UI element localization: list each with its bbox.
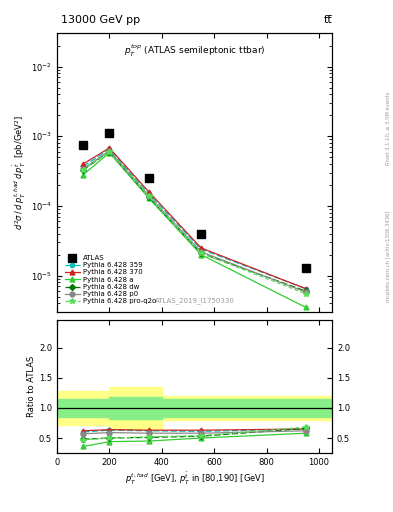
Pythia 6.428 370 (107, 145, 112, 151)
Line: Pythia 6.428 dw: Pythia 6.428 dw (81, 150, 308, 293)
Line: Pythia 6.428 359: Pythia 6.428 359 (81, 147, 308, 291)
Pythia 6.428 p0 (146, 193, 151, 199)
Text: tt̅: tt̅ (323, 14, 332, 25)
ATLAS (303, 265, 308, 271)
Pythia 6.428 pro-q2o (199, 250, 204, 257)
Pythia 6.428 359 (146, 190, 151, 197)
Pythia 6.428 pro-q2o (146, 193, 151, 199)
Pythia 6.428 dw (303, 288, 308, 294)
ATLAS (81, 142, 86, 148)
Text: 13000 GeV pp: 13000 GeV pp (61, 14, 140, 25)
Pythia 6.428 pro-q2o (303, 291, 308, 297)
Text: ATLAS_2019_I1750330: ATLAS_2019_I1750330 (154, 297, 235, 304)
Pythia 6.428 370 (303, 286, 308, 292)
Pythia 6.428 a (81, 172, 86, 178)
Pythia 6.428 a (146, 195, 151, 201)
Pythia 6.428 pro-q2o (107, 148, 112, 155)
Pythia 6.428 dw (146, 194, 151, 200)
Pythia 6.428 p0 (199, 249, 204, 255)
Pythia 6.428 a (303, 304, 308, 310)
Y-axis label: Ratio to ATLAS: Ratio to ATLAS (27, 356, 36, 417)
Pythia 6.428 370 (199, 245, 204, 251)
Text: Rivet 3.1.10, ≥ 3.5M events: Rivet 3.1.10, ≥ 3.5M events (386, 91, 391, 165)
ATLAS (107, 130, 112, 136)
Line: Pythia 6.428 p0: Pythia 6.428 p0 (81, 148, 309, 294)
Pythia 6.428 a (107, 150, 112, 156)
Pythia 6.428 pro-q2o (81, 167, 86, 173)
Pythia 6.428 359 (107, 146, 112, 153)
ATLAS (199, 230, 204, 237)
Pythia 6.428 359 (199, 246, 204, 252)
Pythia 6.428 dw (199, 250, 204, 257)
ATLAS (146, 175, 151, 181)
Y-axis label: $d^2\sigma\,/\,d\,p_T^{t,had}\,d\,p_T^{\bar{t}}$  [pb/GeV$^2$]: $d^2\sigma\,/\,d\,p_T^{t,had}\,d\,p_T^{\… (12, 115, 28, 230)
X-axis label: $p_T^{t,had}$ [GeV], $p_T^{\bar{t}}$ in [80,190] [GeV]: $p_T^{t,had}$ [GeV], $p_T^{\bar{t}}$ in … (125, 471, 264, 487)
Text: mcplots.cern.ch [arXiv:1306.3436]: mcplots.cern.ch [arXiv:1306.3436] (386, 210, 391, 302)
Pythia 6.428 dw (81, 167, 86, 173)
Text: $p_T^{top}$ (ATLAS semileptonic ttbar): $p_T^{top}$ (ATLAS semileptonic ttbar) (124, 43, 265, 59)
Pythia 6.428 370 (81, 161, 86, 167)
Line: Pythia 6.428 pro-q2o: Pythia 6.428 pro-q2o (81, 149, 309, 296)
Pythia 6.428 359 (303, 286, 308, 292)
Pythia 6.428 359 (81, 163, 86, 169)
Pythia 6.428 a (199, 251, 204, 258)
Pythia 6.428 p0 (303, 289, 308, 295)
Pythia 6.428 dw (107, 148, 112, 155)
Line: Pythia 6.428 370: Pythia 6.428 370 (81, 145, 309, 291)
Line: Pythia 6.428 a: Pythia 6.428 a (81, 151, 309, 310)
Pythia 6.428 370 (146, 188, 151, 195)
Pythia 6.428 p0 (107, 147, 112, 154)
Pythia 6.428 p0 (81, 166, 86, 172)
Legend: ATLAS, Pythia 6.428 359, Pythia 6.428 370, Pythia 6.428 a, Pythia 6.428 dw, Pyth: ATLAS, Pythia 6.428 359, Pythia 6.428 37… (63, 253, 157, 306)
Line: ATLAS: ATLAS (79, 130, 310, 271)
